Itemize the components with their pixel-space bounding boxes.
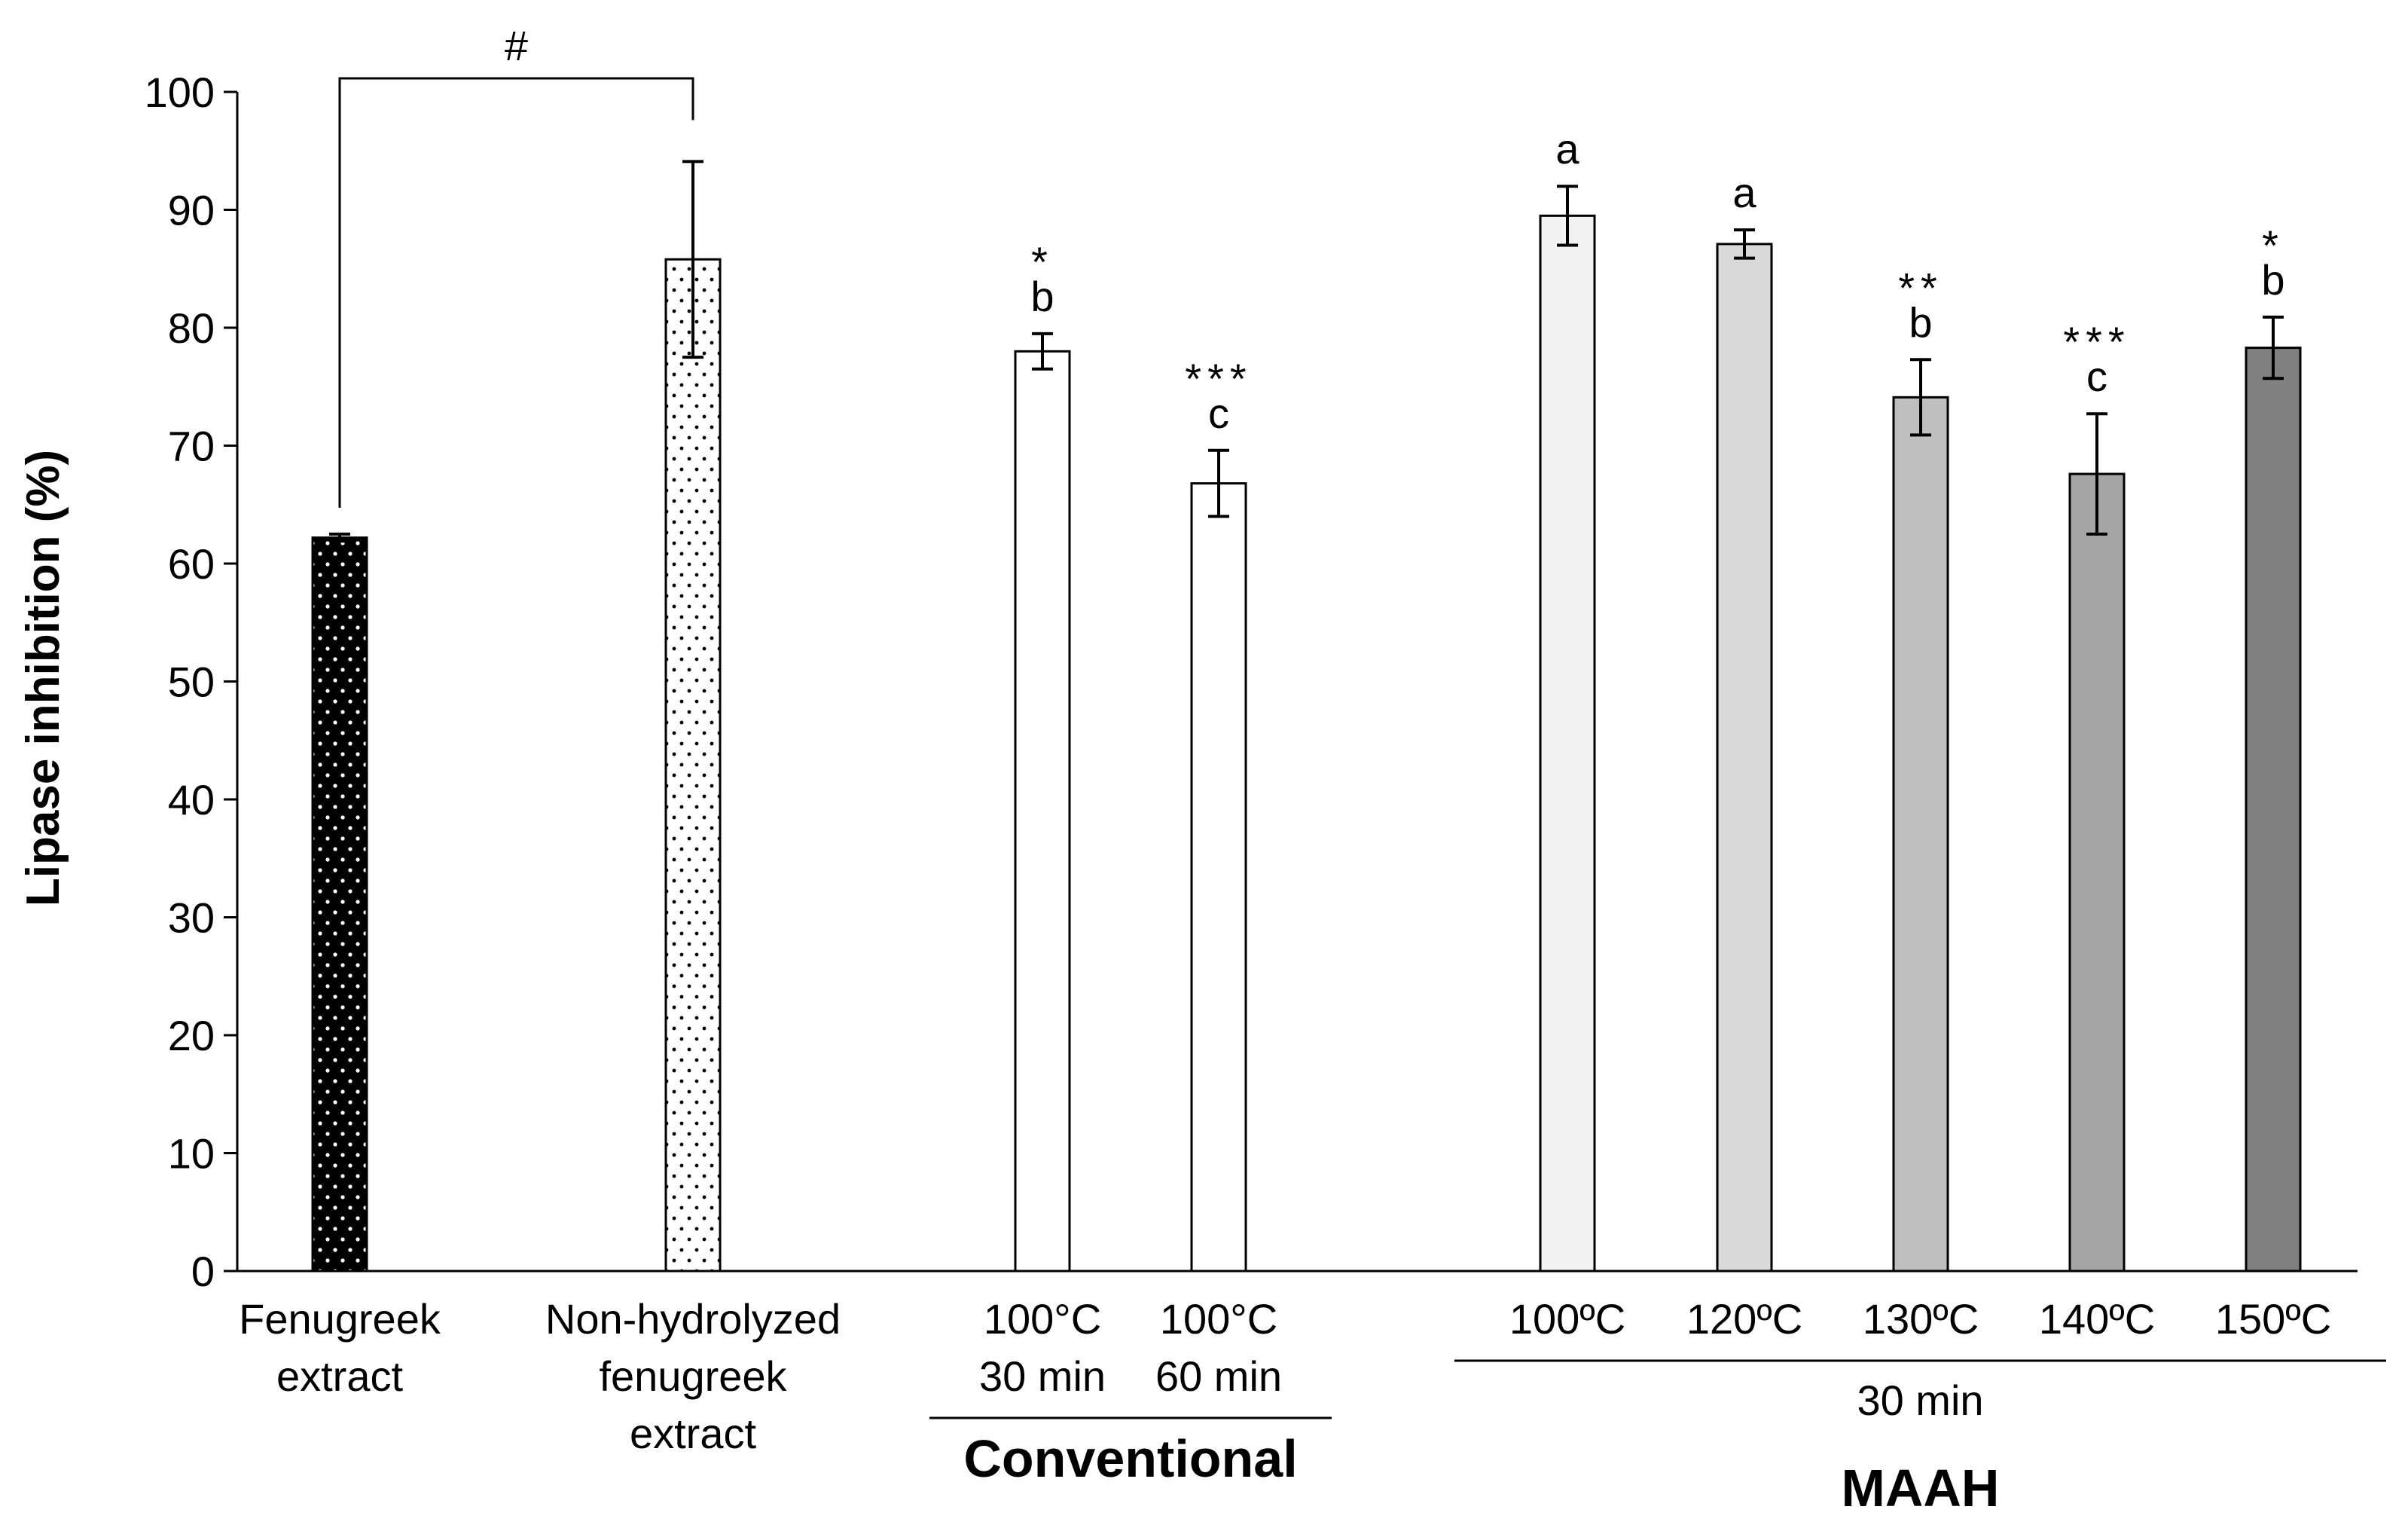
group-sublabel: 30 min: [1857, 1377, 1983, 1424]
category-label: extract: [276, 1352, 403, 1400]
y-tick-label: 100: [145, 69, 215, 116]
group-label: Conventional: [963, 1429, 1297, 1488]
y-tick-label: 10: [168, 1130, 215, 1178]
category-label: 140ºC: [2039, 1295, 2155, 1343]
significance-letter: b: [1909, 298, 1932, 346]
bar: [1014, 350, 1071, 1273]
y-tick-label: 50: [168, 658, 215, 706]
category-label: 100°C: [984, 1295, 1101, 1343]
significance-stars: **: [1898, 264, 1943, 311]
x-axis-labels: Fenugreek extract Non-hydrolyzed fenugreek e…: [239, 1295, 2331, 1457]
group-labels: Conventional 30 min MAAH: [929, 1359, 2386, 1517]
significance-letter: a: [1555, 125, 1579, 173]
significance-stars: ***: [2063, 318, 2130, 365]
category-label: 100ºC: [1509, 1295, 1625, 1343]
category-label: Fenugreek: [239, 1295, 441, 1343]
category-label: 100°C: [1160, 1295, 1277, 1343]
category-label: 30 min: [979, 1352, 1106, 1400]
bar: [1716, 243, 1773, 1273]
significance-stars: ***: [1185, 355, 1252, 402]
y-axis-title: Lipase inhibition (%): [17, 450, 69, 906]
significance-letter: c: [2086, 353, 2107, 400]
category-label: Non-hydrolyzed: [545, 1295, 841, 1343]
category-label: extract: [630, 1410, 756, 1457]
category-label: 130ºC: [1863, 1295, 1979, 1343]
bar: [1190, 482, 1247, 1273]
y-tick-label: 20: [168, 1012, 215, 1059]
bar: [1892, 396, 1949, 1273]
category-label: 60 min: [1155, 1352, 1282, 1400]
significance-letter: b: [2261, 256, 2284, 304]
category-label: 150ºC: [2215, 1295, 2331, 1343]
comparison-symbol: #: [505, 22, 528, 69]
significance-stars: *: [1031, 238, 1054, 286]
comparison-bracket: [338, 77, 694, 508]
bars: [311, 160, 2302, 1273]
bar: [2068, 472, 2126, 1273]
y-tick-label: 30: [168, 894, 215, 942]
group-label: MAAH: [1842, 1459, 2000, 1517]
category-label: fenugreek: [599, 1352, 787, 1400]
category-label: 120ºC: [1686, 1295, 1802, 1343]
y-tick-label: 90: [168, 187, 215, 234]
significance-stars: *: [2262, 222, 2284, 269]
y-tick-label: 80: [168, 304, 215, 352]
bar: [664, 258, 722, 1273]
y-tick-label: 70: [168, 423, 215, 470]
bar: [311, 536, 368, 1273]
bar: [1539, 214, 1596, 1273]
significance-letter: a: [1732, 169, 1756, 216]
y-tick-label: 40: [168, 776, 215, 823]
annotations: b*c***aab**c***b*#: [338, 22, 2285, 508]
y-tick-label: 60: [168, 540, 215, 588]
significance-letter: b: [1030, 273, 1054, 320]
significance-letter: c: [1208, 390, 1229, 437]
y-tick-label: 0: [191, 1248, 215, 1295]
y-axis: 0 10 20 30 40 50 60 70 80 90 100: [145, 69, 2358, 1295]
bar: [2245, 347, 2302, 1273]
